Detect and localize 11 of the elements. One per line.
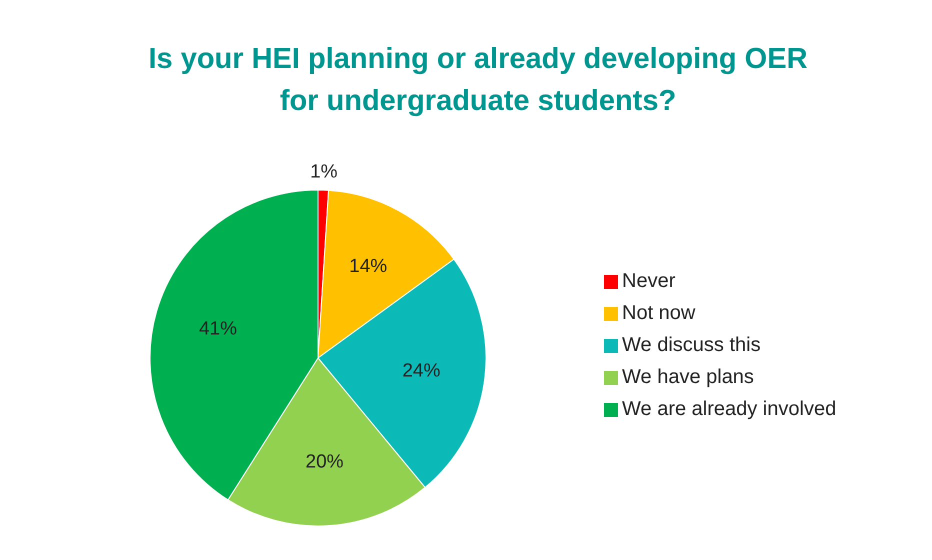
legend-label: Not now xyxy=(622,302,696,324)
legend-label: Never xyxy=(622,270,676,292)
chart-title: Is your HEI planning or already developing OER for undergraduate students? xyxy=(147,42,809,119)
data-label: 20% xyxy=(306,451,344,472)
data-label: 41% xyxy=(198,318,238,340)
legend-label: We have plans xyxy=(622,366,754,388)
data-label: 14% xyxy=(349,256,388,278)
legend-label: We discuss this xyxy=(622,334,761,356)
data-label: 24% xyxy=(402,360,440,382)
data-label: 1% xyxy=(310,162,338,183)
legend-label: We are already involved xyxy=(622,398,836,420)
